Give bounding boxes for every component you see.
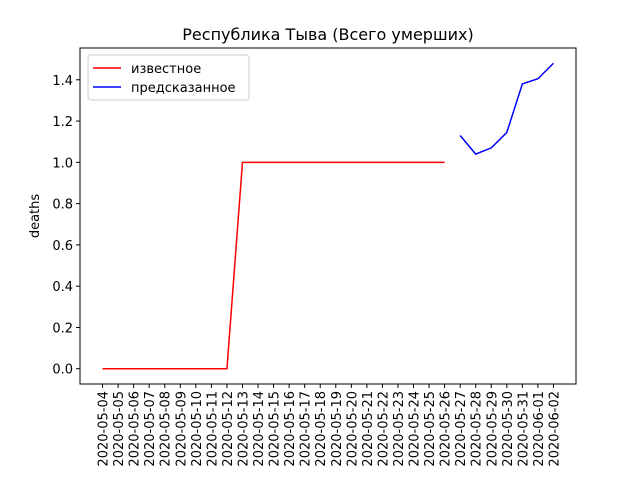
y-tick-label: 0.8: [52, 198, 73, 213]
x-tick-label: 2020-05-14: [252, 391, 267, 467]
x-tick-label: 2020-05-15: [268, 391, 283, 467]
x-tick-label: 2020-05-21: [361, 391, 376, 467]
x-tick-label: 2020-05-23: [392, 391, 407, 467]
y-tick-label: 1.0: [52, 156, 73, 171]
x-tick-label: 2020-05-29: [485, 391, 500, 467]
x-tick-label: 2020-05-16: [283, 391, 298, 467]
x-tick-label: 2020-05-12: [221, 391, 236, 467]
x-tick-label: 2020-05-09: [174, 391, 189, 467]
x-tick-label: 2020-05-18: [314, 391, 329, 467]
x-tick-label: 2020-05-31: [516, 391, 531, 467]
legend-box: [87, 54, 250, 101]
x-tick-label: 2020-05-06: [128, 391, 143, 467]
x-tick-label: 2020-06-01: [532, 391, 547, 467]
x-tick-label: 2020-05-28: [470, 391, 485, 467]
x-tick-label: 2020-05-22: [376, 391, 391, 467]
x-tick-label: 2020-05-08: [159, 391, 174, 467]
y-tick-label: 1.2: [52, 115, 73, 130]
x-tick-label: 2020-05-13: [236, 391, 251, 467]
y-tick-label: 0.0: [52, 363, 73, 378]
y-tick-label: 1.4: [52, 74, 73, 89]
y-axis-label: deaths: [28, 194, 43, 239]
x-tick-label: 2020-05-26: [439, 391, 454, 467]
x-tick-label: 2020-05-11: [205, 391, 220, 467]
y-tick-label: 0.2: [52, 321, 73, 336]
x-tick-label: 2020-05-04: [97, 391, 112, 467]
legend-label: предсказанное: [131, 81, 236, 96]
x-tick-label: 2020-05-25: [423, 391, 438, 467]
x-tick-label: 2020-05-05: [112, 391, 127, 467]
x-tick-label: 2020-05-19: [330, 391, 345, 467]
x-tick-label: 2020-05-17: [299, 391, 314, 467]
x-tick-label: 2020-05-20: [345, 391, 360, 467]
plot-frame: [79, 47, 577, 385]
x-tick-label: 2020-05-07: [143, 391, 158, 467]
y-tick-label: 0.4: [52, 280, 73, 295]
x-tick-label: 2020-05-30: [501, 391, 516, 467]
y-tick-label: 0.6: [52, 239, 73, 254]
chart-title: Республика Тыва (Всего умерших): [182, 25, 473, 44]
legend-label: известное: [131, 62, 201, 77]
line-series: [459, 62, 554, 155]
x-tick-label: 2020-06-02: [547, 391, 562, 467]
line-series: [102, 161, 445, 370]
x-tick-label: 2020-05-24: [408, 391, 423, 467]
x-tick-label: 2020-05-27: [454, 391, 469, 467]
x-tick-label: 2020-05-10: [190, 391, 205, 467]
